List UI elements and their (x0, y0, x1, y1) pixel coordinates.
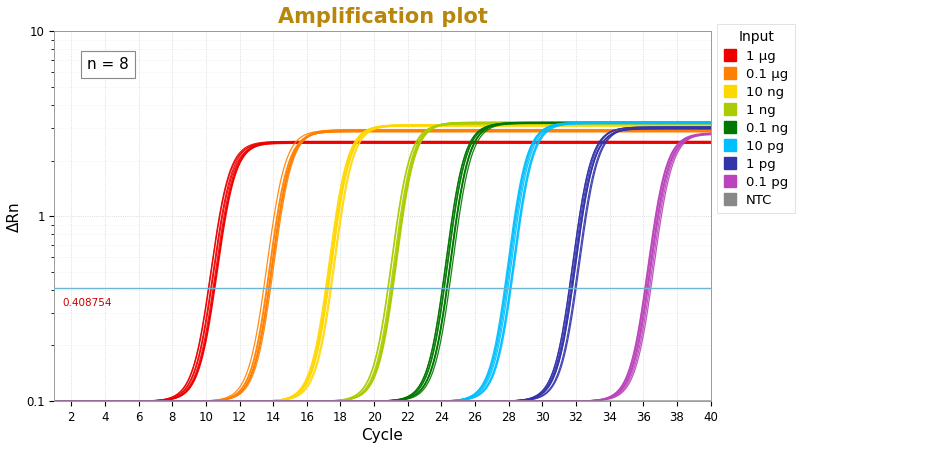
Text: 0.408754: 0.408754 (63, 298, 112, 308)
Legend: 1 μg, 0.1 μg, 10 ng, 1 ng, 0.1 ng, 10 pg, 1 pg, 0.1 pg, NTC: 1 μg, 0.1 μg, 10 ng, 1 ng, 0.1 ng, 10 pg… (717, 24, 795, 213)
Title: Amplification plot: Amplification plot (277, 7, 487, 27)
Y-axis label: ΔRn: ΔRn (7, 201, 22, 232)
Text: n = 8: n = 8 (87, 57, 129, 72)
X-axis label: Cycle: Cycle (362, 428, 404, 443)
